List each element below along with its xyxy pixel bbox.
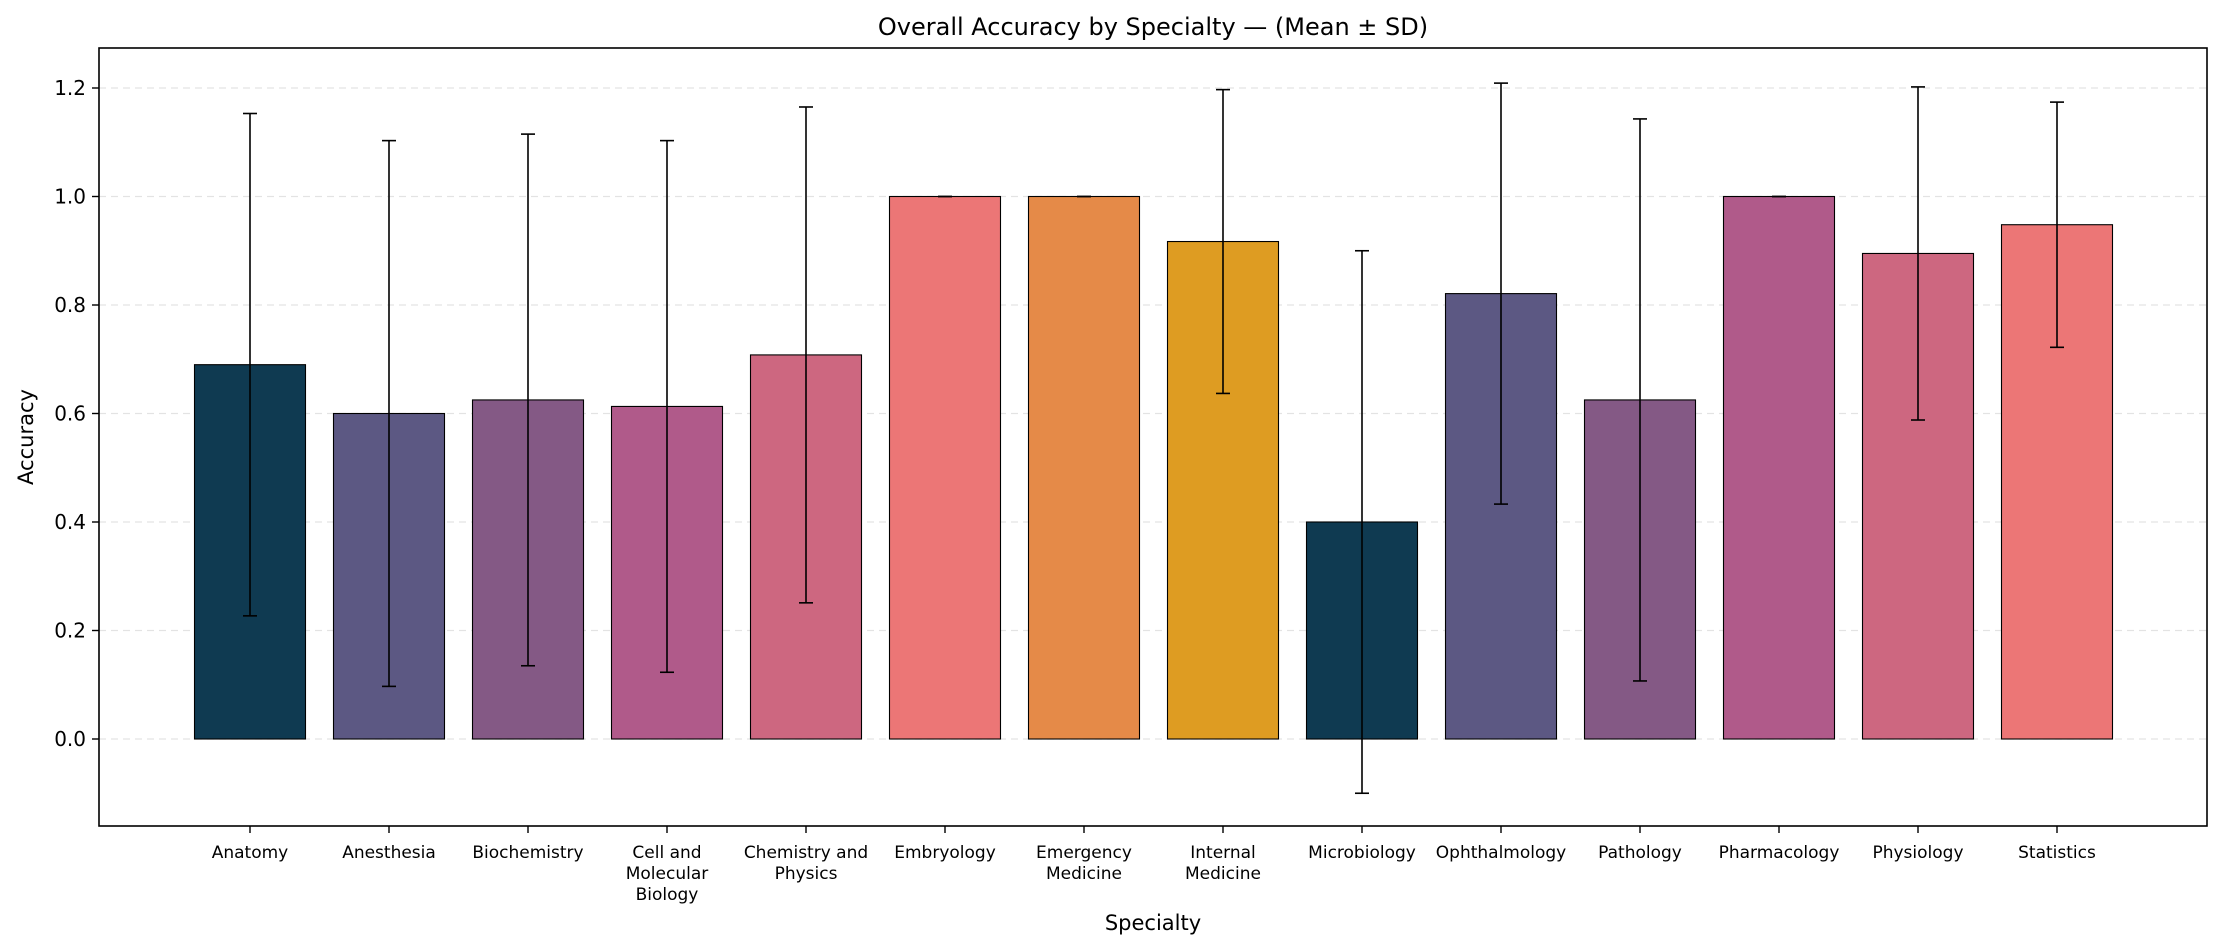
y-tick-label: 0.0 [54, 727, 86, 751]
error-bar [2050, 101, 2064, 349]
error-bar [1911, 86, 1925, 421]
x-axis-ticks: Anatomy Anesthesia Biochemistry Cell and Mol… [212, 826, 2096, 905]
bar [1722, 195, 1836, 740]
plot-frame [98, 47, 2208, 827]
y-axis-label: Accuracy [14, 389, 38, 485]
bar [1027, 195, 1141, 740]
x-tick-label: Emergency Medicine [1036, 843, 1132, 884]
y-tick-label: 0.8 [54, 293, 86, 317]
x-tick-label: Anatomy [212, 843, 289, 863]
error-bars [243, 82, 2064, 795]
x-tick-label: Pharmacology [1719, 843, 1840, 863]
error-bar [1216, 88, 1230, 395]
error-bar [243, 112, 257, 617]
error-bar [1494, 82, 1508, 505]
x-axis-label: Specialty [1105, 911, 1201, 935]
x-tick-label: Chemistry and Physics [744, 843, 868, 884]
y-tick-label: 0.4 [54, 510, 86, 534]
x-tick-label: Embryology [894, 843, 996, 863]
y-tick-label: 1.0 [54, 185, 86, 209]
error-bar [1355, 249, 1369, 795]
chart-title: Overall Accuracy by Specialty — (Mean ± … [878, 13, 1428, 41]
y-tick-label: 0.6 [54, 402, 86, 426]
error-bar [521, 133, 535, 667]
error-bar [660, 139, 674, 674]
x-tick-label: Ophthalmology [1436, 843, 1566, 863]
x-tick-label: Pathology [1598, 843, 1682, 863]
bars [193, 195, 2114, 740]
error-bar [1633, 118, 1647, 682]
y-axis-ticks: 0.0 0.2 0.4 0.6 0.8 1.0 1.2 [54, 76, 99, 751]
x-tick-label: Statistics [2018, 843, 2096, 863]
y-tick-label: 0.2 [54, 619, 86, 643]
grid-lines [99, 87, 2207, 740]
x-tick-label: Internal Medicine [1185, 843, 1261, 884]
error-bar [382, 139, 396, 688]
x-tick-label: Physiology [1872, 843, 1963, 863]
x-tick-label: Anesthesia [342, 843, 436, 863]
x-tick-label: Cell and Molecular Biology [626, 843, 709, 905]
x-tick-label: Microbiology [1308, 843, 1416, 863]
x-tick-label: Biochemistry [472, 843, 583, 863]
error-bar [799, 106, 813, 604]
bar [888, 195, 1002, 740]
y-tick-label: 1.2 [54, 76, 86, 100]
